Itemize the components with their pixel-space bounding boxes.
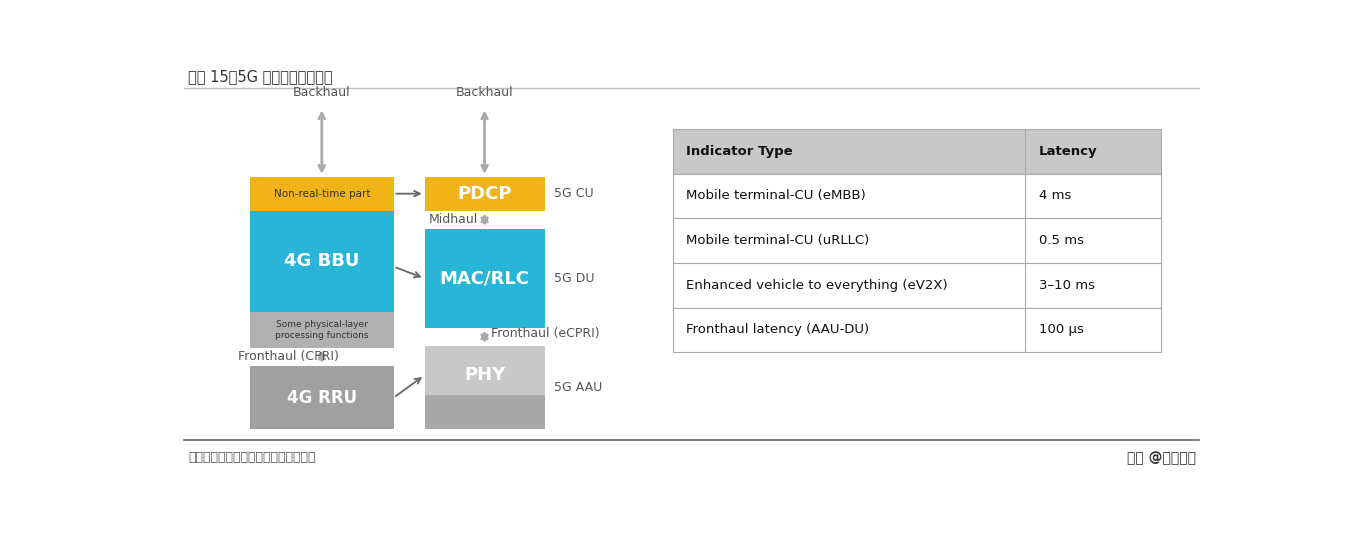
Text: MAC/RLC: MAC/RLC <box>440 270 529 287</box>
Text: Fronthaul latency (AAU-DU): Fronthaul latency (AAU-DU) <box>686 323 869 337</box>
Bar <box>250 366 393 429</box>
Text: 4G BBU: 4G BBU <box>284 252 359 271</box>
Text: Midhaul: Midhaul <box>429 213 478 226</box>
Text: 5G CU: 5G CU <box>554 187 594 200</box>
Text: 0.5 ms: 0.5 ms <box>1040 234 1084 247</box>
Bar <box>424 346 544 394</box>
Bar <box>424 229 544 327</box>
Bar <box>424 394 544 429</box>
Text: PDCP: PDCP <box>458 185 512 203</box>
Text: 资料来源：是德科技，五矿证券研究所: 资料来源：是德科技，五矿证券研究所 <box>188 451 316 464</box>
Text: Mobile terminal-CU (eMBB): Mobile terminal-CU (eMBB) <box>686 190 867 203</box>
Text: Non-real-time part: Non-real-time part <box>274 189 370 199</box>
Text: Fronthaul (eCPRI): Fronthaul (eCPRI) <box>491 327 599 340</box>
Bar <box>672 308 1161 352</box>
Bar <box>250 211 393 312</box>
Text: Fronthaul (CPRI): Fronthaul (CPRI) <box>238 351 339 363</box>
Text: 4 ms: 4 ms <box>1040 190 1072 203</box>
Text: Backhaul: Backhaul <box>456 86 513 99</box>
Text: 头条 @未来智库: 头条 @未来智库 <box>1127 451 1196 465</box>
Text: 3–10 ms: 3–10 ms <box>1040 279 1095 292</box>
Text: 4G RRU: 4G RRU <box>286 389 356 407</box>
Text: Latency: Latency <box>1040 145 1098 158</box>
Text: Backhaul: Backhaul <box>293 86 351 99</box>
Bar <box>672 174 1161 218</box>
Text: Enhanced vehicle to everything (eV2X): Enhanced vehicle to everything (eV2X) <box>686 279 948 292</box>
Text: Mobile terminal-CU (uRLLC): Mobile terminal-CU (uRLLC) <box>686 234 869 247</box>
Text: 5G AAU: 5G AAU <box>554 381 602 394</box>
Bar <box>424 177 544 211</box>
Text: PHY: PHY <box>464 366 505 384</box>
Text: 图表 15：5G 光承载网络的变化: 图表 15：5G 光承载网络的变化 <box>188 69 332 84</box>
Bar <box>250 312 393 348</box>
Bar <box>672 263 1161 308</box>
Text: Indicator Type: Indicator Type <box>686 145 792 158</box>
Bar <box>672 218 1161 263</box>
Text: 100 μs: 100 μs <box>1040 323 1084 337</box>
Bar <box>672 129 1161 174</box>
Text: 5G DU: 5G DU <box>554 272 594 285</box>
Text: Some physical-layer
processing functions: Some physical-layer processing functions <box>275 321 369 340</box>
Bar <box>250 177 393 211</box>
